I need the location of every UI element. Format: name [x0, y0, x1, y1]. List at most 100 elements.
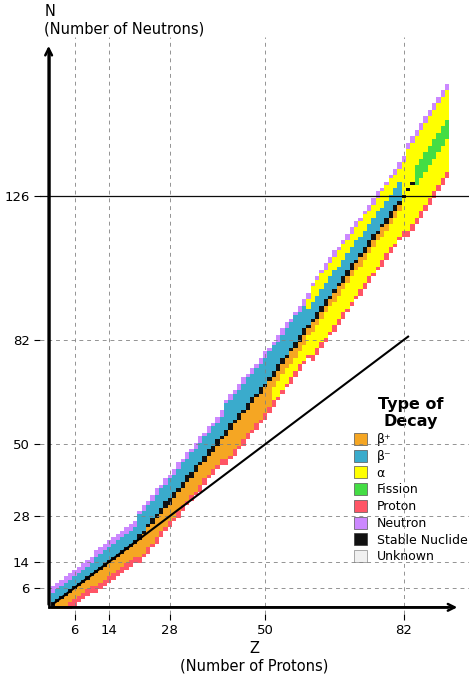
Bar: [423, 201, 428, 205]
Bar: [375, 195, 380, 198]
Bar: [319, 273, 324, 277]
Bar: [103, 573, 107, 576]
Bar: [289, 358, 293, 361]
Bar: [246, 400, 250, 403]
Bar: [415, 142, 419, 146]
Bar: [176, 468, 181, 472]
Bar: [410, 156, 415, 159]
Bar: [371, 257, 375, 260]
Bar: [146, 508, 150, 511]
Bar: [164, 508, 168, 511]
Bar: [280, 361, 285, 364]
Bar: [280, 338, 285, 342]
Bar: [375, 241, 380, 243]
Bar: [432, 169, 436, 172]
Bar: [423, 198, 428, 201]
Bar: [354, 231, 358, 234]
Bar: [432, 104, 436, 106]
Bar: [389, 198, 393, 201]
Bar: [207, 446, 211, 449]
Bar: [155, 521, 159, 524]
Bar: [419, 159, 423, 162]
Bar: [337, 293, 341, 296]
Bar: [328, 315, 332, 319]
Bar: [380, 201, 384, 205]
Bar: [432, 142, 436, 146]
Bar: [345, 234, 350, 237]
Bar: [237, 433, 241, 436]
Bar: [289, 319, 293, 322]
Bar: [289, 361, 293, 364]
Bar: [272, 374, 276, 378]
Bar: [176, 508, 181, 511]
Bar: [94, 570, 99, 573]
Bar: [293, 319, 298, 322]
Bar: [77, 593, 81, 596]
Bar: [51, 589, 55, 593]
Bar: [380, 237, 384, 241]
Bar: [436, 142, 441, 146]
Bar: [241, 420, 246, 423]
Bar: [389, 234, 393, 237]
Bar: [393, 227, 397, 231]
Bar: [228, 456, 233, 459]
Bar: [406, 175, 410, 178]
Bar: [371, 207, 375, 211]
Bar: [371, 218, 375, 221]
Bar: [337, 266, 341, 270]
Bar: [341, 290, 345, 293]
Bar: [324, 283, 328, 286]
Bar: [293, 351, 298, 355]
Bar: [375, 231, 380, 234]
Bar: [428, 136, 432, 139]
Bar: [146, 504, 150, 508]
Bar: [337, 257, 341, 260]
Bar: [255, 367, 259, 371]
Bar: [345, 250, 350, 254]
Bar: [337, 283, 341, 286]
Bar: [380, 231, 384, 234]
Bar: [367, 260, 371, 263]
Bar: [337, 315, 341, 319]
Bar: [164, 495, 168, 498]
Bar: [150, 517, 155, 521]
Bar: [384, 227, 389, 231]
Bar: [367, 241, 371, 243]
Bar: [371, 254, 375, 257]
Bar: [324, 332, 328, 335]
Bar: [389, 175, 393, 178]
Bar: [293, 355, 298, 358]
Bar: [428, 153, 432, 156]
Bar: [441, 136, 445, 139]
Bar: [432, 126, 436, 129]
Bar: [441, 133, 445, 136]
Bar: [393, 198, 397, 201]
Bar: [142, 508, 146, 511]
Bar: [298, 332, 302, 335]
Bar: [276, 384, 280, 387]
Bar: [68, 583, 73, 586]
Bar: [350, 247, 354, 250]
Bar: [293, 371, 298, 374]
Bar: [375, 198, 380, 201]
Bar: [90, 583, 94, 586]
Bar: [341, 241, 345, 243]
Bar: [406, 146, 410, 149]
Bar: [280, 367, 285, 371]
Bar: [415, 178, 419, 182]
Bar: [224, 462, 228, 466]
Bar: [181, 479, 185, 482]
Bar: [233, 449, 237, 452]
Bar: [246, 394, 250, 397]
Bar: [94, 563, 99, 567]
Bar: [445, 133, 449, 136]
Bar: [285, 355, 289, 358]
Bar: [219, 416, 224, 420]
Bar: [211, 436, 215, 439]
Bar: [410, 207, 415, 211]
Bar: [401, 165, 406, 169]
Bar: [328, 277, 332, 279]
Bar: [202, 475, 207, 479]
Bar: [68, 576, 73, 580]
Bar: [289, 325, 293, 328]
